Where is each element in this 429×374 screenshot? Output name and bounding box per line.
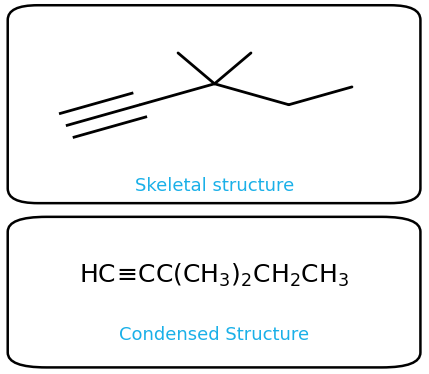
- FancyBboxPatch shape: [8, 5, 420, 203]
- Text: Condensed Structure: Condensed Structure: [119, 325, 310, 343]
- FancyBboxPatch shape: [8, 217, 420, 367]
- Text: Skeletal structure: Skeletal structure: [135, 177, 294, 195]
- Text: HC$\!\equiv\!$CC(CH$_3$)$_2$CH$_2$CH$_3$: HC$\!\equiv\!$CC(CH$_3$)$_2$CH$_2$CH$_3$: [79, 262, 350, 289]
